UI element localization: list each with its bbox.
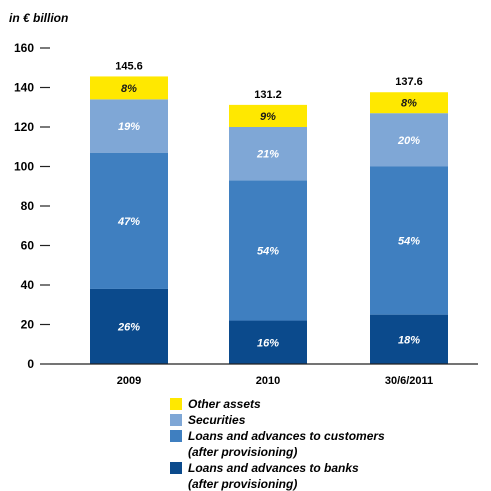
bar-percent-label: 19% — [118, 121, 140, 133]
bar-percent-label: 8% — [401, 98, 417, 110]
bar-total-label: 145.6 — [115, 60, 143, 72]
y-tick-label: 160 — [14, 41, 34, 55]
legend: Other assets Securities Loans and advances… — [170, 397, 385, 491]
bar-percent-label: 21% — [256, 149, 279, 161]
legend-swatch — [170, 398, 182, 410]
bar-segment — [370, 113, 448, 167]
bar-percent-label: 20% — [397, 135, 420, 147]
bar-segment — [90, 99, 168, 153]
y-tick-label: 0 — [27, 357, 34, 371]
legend-label: Loans and advances to customers — [188, 429, 385, 443]
unit-label: in € billion — [9, 11, 68, 25]
bar-total-label: 137.6 — [395, 76, 423, 88]
bar-percent-label: 9% — [260, 111, 276, 123]
legend-label: Other assets — [188, 397, 261, 411]
bar-segment — [90, 288, 168, 364]
bar-percent-label: 8% — [121, 83, 137, 95]
x-tick-label: 2010 — [256, 375, 280, 387]
x-tick-label: 2009 — [117, 375, 141, 387]
x-axis: 2009 2010 30/6/2011 — [117, 375, 433, 387]
bar-segment — [229, 320, 307, 364]
bar-segment — [229, 180, 307, 321]
bar-percent-label: 26% — [117, 321, 140, 333]
y-tick-label: 100 — [14, 160, 34, 174]
y-tick-label: 80 — [21, 199, 35, 213]
bar-segment — [370, 166, 448, 315]
y-tick-label: 20 — [21, 318, 35, 332]
bar-segment — [229, 127, 307, 181]
y-tick-label: 40 — [21, 278, 35, 292]
bar-total-label: 131.2 — [254, 89, 282, 101]
legend-label-line2: (after provisioning) — [188, 477, 297, 491]
bar-segment — [370, 314, 448, 364]
y-tick-label: 140 — [14, 81, 34, 95]
legend-label: Securities — [188, 413, 246, 427]
bar-segment — [90, 152, 168, 289]
bar-percent-label: 18% — [398, 334, 420, 346]
x-tick-label: 30/6/2011 — [385, 375, 433, 387]
bar-percent-label: 54% — [257, 245, 279, 257]
legend-label-line2: (after provisioning) — [188, 445, 297, 459]
bar-percent-label: 47% — [117, 216, 140, 228]
legend-swatch — [170, 430, 182, 442]
bar-segment — [229, 104, 307, 127]
bar-segment — [90, 76, 168, 100]
legend-swatch — [170, 462, 182, 474]
bars: 26% 47% 19% 8% 145.6 16% 54% 21% 9% 131.2 18% 54% 20… — [90, 60, 448, 364]
bar-percent-label: 54% — [398, 236, 420, 248]
bar-segment — [370, 92, 448, 114]
y-tick-label: 120 — [14, 120, 34, 134]
y-axis: 0 20 40 60 80 100 120 140 160 — [14, 41, 50, 371]
legend-label: Loans and advances to banks — [188, 461, 359, 475]
y-tick-label: 60 — [21, 239, 35, 253]
legend-swatch — [170, 414, 182, 426]
bar-percent-label: 16% — [257, 337, 279, 349]
